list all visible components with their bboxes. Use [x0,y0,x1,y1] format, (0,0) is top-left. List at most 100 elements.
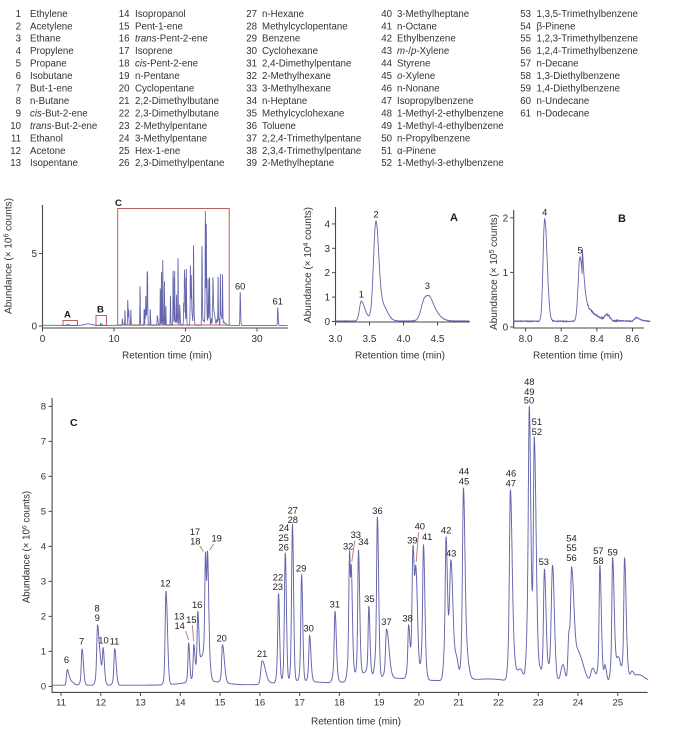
svg-text:n-Nonane: n-Nonane [397,84,440,95]
svg-text:12: 12 [95,698,106,709]
svg-text:1,2,3-Trimethylbenzene: 1,2,3-Trimethylbenzene [537,34,638,45]
svg-text:Isopropanol: Isopropanol [135,9,186,20]
svg-text:Propylene: Propylene [30,46,74,57]
svg-text:4: 4 [41,542,47,553]
svg-text:1: 1 [503,268,509,279]
svg-text:14: 14 [174,620,184,631]
svg-text:n-Dodecane: n-Dodecane [537,108,590,119]
svg-text:46: 46 [381,84,392,95]
svg-text:2: 2 [373,209,378,220]
svg-text:38: 38 [246,146,257,157]
svg-text:31: 31 [330,599,340,610]
svg-text:10: 10 [98,634,108,645]
svg-text:52: 52 [381,158,392,169]
svg-text:m-/p-Xylene: m-/p-Xylene [397,46,449,57]
svg-text:Ethanol: Ethanol [30,133,63,144]
svg-text:8: 8 [94,603,99,614]
svg-text:22: 22 [493,698,504,709]
svg-text:59: 59 [520,84,531,95]
svg-text:2: 2 [41,612,46,623]
svg-text:n-Hexane: n-Hexane [262,9,304,20]
svg-text:C: C [70,417,78,429]
svg-text:8.0: 8.0 [519,334,533,345]
svg-text:61: 61 [272,296,282,307]
svg-text:38: 38 [402,612,412,623]
svg-text:3.0: 3.0 [329,334,343,345]
svg-text:4: 4 [542,206,547,217]
svg-text:12: 12 [160,577,170,588]
svg-text:Isoprene: Isoprene [135,46,173,57]
svg-text:8.6: 8.6 [626,334,640,345]
svg-text:Abundance (× 105 counts): Abundance (× 105 counts) [489,214,500,330]
svg-text:4.0: 4.0 [397,334,411,345]
svg-text:Methylcyclohexane: Methylcyclohexane [262,108,344,119]
svg-text:58: 58 [593,555,603,566]
svg-text:37: 37 [381,616,391,627]
svg-text:7: 7 [41,437,46,448]
svg-text:21: 21 [257,648,267,659]
svg-text:1,3,5-Trimethylbenzene: 1,3,5-Trimethylbenzene [537,9,638,20]
svg-text:8.2: 8.2 [554,334,568,345]
svg-text:n-Decane: n-Decane [537,59,579,70]
svg-text:6: 6 [41,472,46,483]
svg-text:2: 2 [503,213,509,224]
svg-text:33: 33 [246,84,257,95]
svg-text:40: 40 [381,9,392,20]
svg-text:n-Octane: n-Octane [397,21,437,32]
svg-text:26: 26 [119,158,130,169]
svg-text:16: 16 [119,34,130,45]
svg-text:50: 50 [381,133,392,144]
svg-text:58: 58 [520,71,531,82]
svg-text:Retention time (min): Retention time (min) [122,351,212,362]
svg-text:β-Pinene: β-Pinene [537,21,576,32]
svg-text:39: 39 [246,158,257,169]
svg-text:43: 43 [381,46,392,57]
svg-text:3: 3 [425,280,430,291]
svg-text:20: 20 [414,698,425,709]
svg-text:2,2-Dimethylbutane: 2,2-Dimethylbutane [135,96,219,107]
svg-text:Toluene: Toluene [262,121,296,132]
svg-text:Isopentane: Isopentane [30,158,78,169]
svg-text:17: 17 [294,698,305,709]
svg-text:Cyclohexane: Cyclohexane [262,46,318,57]
svg-text:45: 45 [381,71,392,82]
svg-text:5: 5 [577,245,582,256]
svg-text:46: 46 [506,468,516,479]
svg-text:44: 44 [381,59,392,70]
svg-text:13: 13 [10,158,21,169]
svg-text:B: B [618,213,626,225]
svg-text:44: 44 [459,466,469,477]
svg-text:Ethylbenzene: Ethylbenzene [397,34,456,45]
svg-text:48: 48 [524,376,534,387]
svg-text:43: 43 [446,548,456,559]
svg-text:n-Heptane: n-Heptane [262,96,307,107]
svg-text:23: 23 [119,121,130,132]
svg-text:6: 6 [16,71,21,82]
svg-text:36: 36 [372,505,382,516]
svg-text:9: 9 [95,612,100,623]
svg-text:n-Butane: n-Butane [30,96,69,107]
svg-text:33: 33 [351,529,361,540]
svg-text:2,3-Dimethylbutane: 2,3-Dimethylbutane [135,108,219,119]
svg-text:24: 24 [279,522,289,533]
svg-text:1,3-Diethylbenzene: 1,3-Diethylbenzene [537,71,620,82]
svg-text:12: 12 [10,146,21,157]
svg-text:Isobutane: Isobutane [30,71,73,82]
svg-text:45: 45 [459,475,469,486]
svg-text:8: 8 [16,96,21,107]
svg-text:51: 51 [532,416,542,427]
svg-text:Ethane: Ethane [30,34,61,45]
svg-text:57: 57 [593,545,603,556]
svg-text:28: 28 [288,514,298,525]
svg-text:Cyclopentane: Cyclopentane [135,84,194,95]
svg-text:34: 34 [246,96,257,107]
svg-text:Isopropylbenzene: Isopropylbenzene [397,96,473,107]
svg-text:31: 31 [246,59,257,70]
svg-text:15: 15 [119,21,130,32]
svg-text:o-Xylene: o-Xylene [397,71,435,82]
svg-text:14: 14 [119,9,130,20]
svg-text:Acetylene: Acetylene [30,21,73,32]
svg-text:Acetone: Acetone [30,146,66,157]
svg-text:32: 32 [343,541,353,552]
svg-text:Retention time (min): Retention time (min) [311,717,401,728]
